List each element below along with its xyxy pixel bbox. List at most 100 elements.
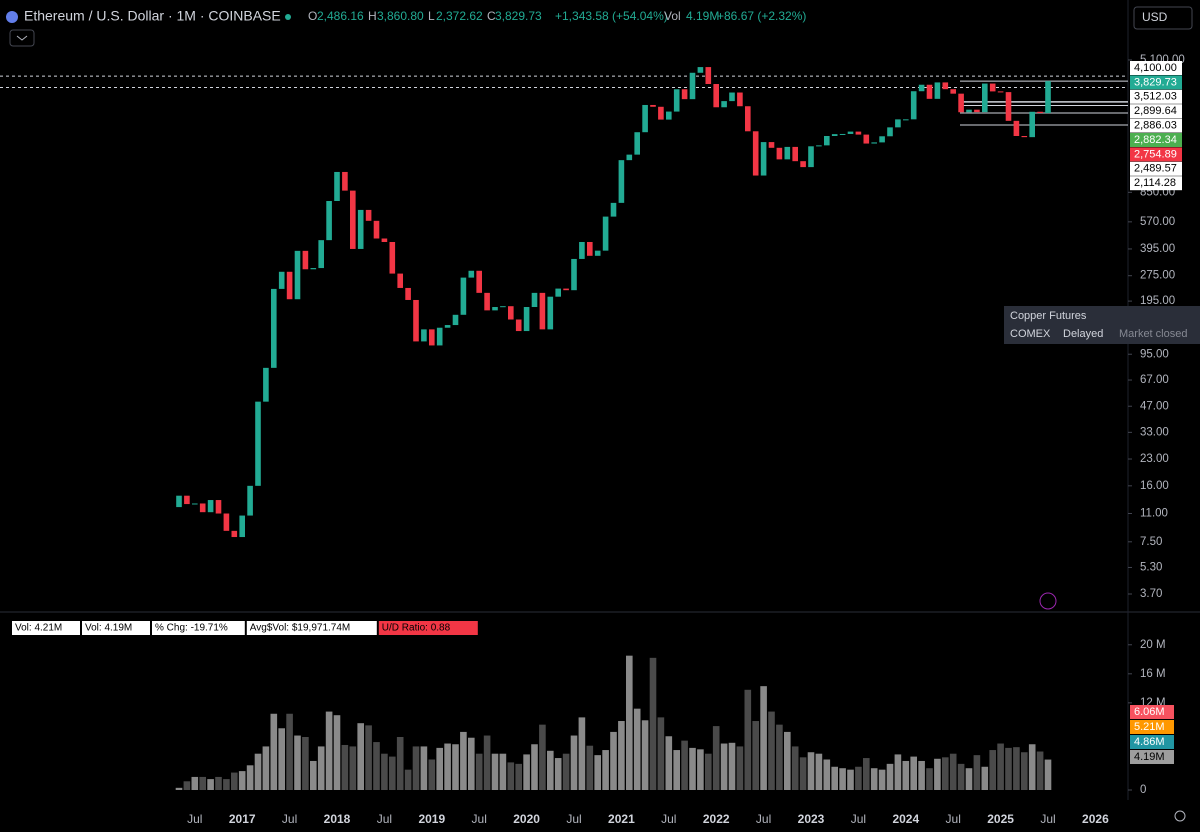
ohlc-value: 3,860.80 (377, 9, 424, 23)
candle-body (958, 93, 964, 113)
candle-body (310, 268, 317, 270)
settings-icon[interactable] (1174, 810, 1186, 822)
candle-body (389, 241, 396, 274)
candle-body (626, 154, 633, 161)
candle-body (792, 146, 798, 162)
volume-bar (910, 756, 917, 790)
volume-bar (807, 752, 815, 790)
candle-body (413, 299, 419, 342)
y-tick-label: 275.00 (1140, 270, 1175, 282)
event-icon[interactable] (1039, 592, 1057, 610)
ohlc-key: H (368, 9, 377, 23)
candle-body (1045, 81, 1051, 114)
volume-bar (949, 753, 957, 790)
volume-bar (863, 758, 870, 790)
y2-tick-label: 16 M (1140, 668, 1166, 680)
ohlc-value: 2,372.62 (436, 9, 483, 23)
price-label-box (1130, 104, 1182, 119)
candle-body (594, 250, 601, 256)
volume-bar (799, 757, 807, 790)
legend-box (82, 621, 150, 635)
volume-bar (894, 754, 902, 790)
x-tick-label: 2018 (324, 812, 351, 826)
y-tick-label: 3.70 (1140, 588, 1162, 600)
candle-body (1013, 120, 1020, 137)
volume-bar (1044, 759, 1052, 790)
volume-bar (238, 771, 246, 790)
volume-legend: Vol: 4.21M (15, 623, 62, 634)
volume-bar (649, 657, 657, 790)
volume-bar (705, 753, 712, 790)
tooltip-exchange: COMEX (1010, 328, 1051, 340)
volume-bar (507, 762, 515, 790)
volume-bar (373, 742, 380, 790)
x-tick-label: Jul (851, 812, 866, 826)
candle-body (863, 134, 870, 144)
candle-body (555, 288, 561, 297)
volume-bar (562, 753, 570, 790)
volume-bar (468, 737, 475, 790)
candle-body (760, 142, 767, 176)
candle-body (982, 83, 988, 113)
candle-body (563, 288, 569, 291)
candle-body (966, 109, 972, 113)
volume-bar (254, 753, 262, 790)
x-tick-label: Jul (756, 812, 771, 826)
volume-bar (657, 717, 665, 790)
collapse-button[interactable] (9, 29, 35, 47)
volume-bar (697, 749, 704, 790)
candle-body (318, 240, 324, 269)
y-tick-label: 16.00 (1140, 480, 1169, 492)
volume-bar (973, 755, 981, 790)
price-label: 2,886.03 (1134, 120, 1177, 132)
ohlc-value: 3,829.73 (495, 9, 542, 23)
price-label: 2,754.89 (1134, 148, 1177, 160)
candle-body (776, 147, 783, 160)
candle-body (286, 271, 293, 300)
candle-body (642, 104, 648, 133)
x-tick-label: Jul (187, 812, 202, 826)
volume-bar (365, 725, 372, 790)
volume-bar (302, 736, 309, 790)
candle-body (824, 136, 830, 146)
volume-bar (768, 711, 775, 790)
price-label-box (1130, 133, 1182, 147)
volume-bar (981, 766, 989, 790)
volume-bar (760, 686, 767, 790)
candle-body (239, 515, 245, 538)
x-tick-label: Jul (1040, 812, 1055, 826)
candle-body (989, 83, 996, 92)
tooltip-title: Copper Futures (1010, 310, 1087, 322)
candle-body (587, 241, 593, 256)
volume-bar (428, 759, 436, 790)
candle-body (350, 190, 356, 249)
candle-body (484, 292, 490, 311)
currency: USD (1142, 10, 1168, 24)
vol-change: +86.67 (+2.32%) (717, 9, 806, 23)
volume-bar (547, 750, 554, 790)
volume-bar (420, 746, 428, 790)
candle-body (468, 270, 475, 278)
legend-box (246, 621, 377, 635)
volume-bar (483, 735, 491, 790)
candle-body (1005, 92, 1012, 121)
volume-bar (389, 756, 396, 790)
legend-box (152, 621, 245, 635)
candle-body (610, 202, 617, 217)
volume-bar (934, 758, 941, 790)
legend-box (12, 621, 80, 635)
y-tick-label: 47.00 (1140, 400, 1169, 412)
candle-body (997, 91, 1004, 93)
volume-bar (325, 711, 333, 790)
x-tick-label: 2019 (418, 812, 445, 826)
volume-bar (317, 746, 325, 790)
candle-body (421, 329, 427, 342)
volume-bar (989, 750, 996, 790)
volume-bar (294, 735, 301, 790)
candle-body (634, 132, 640, 155)
volume-bar (918, 760, 925, 790)
tooltip-status: Delayed (1063, 328, 1103, 340)
currency-select[interactable] (1133, 6, 1193, 30)
candle-body (934, 82, 941, 99)
candle-body (255, 401, 261, 486)
